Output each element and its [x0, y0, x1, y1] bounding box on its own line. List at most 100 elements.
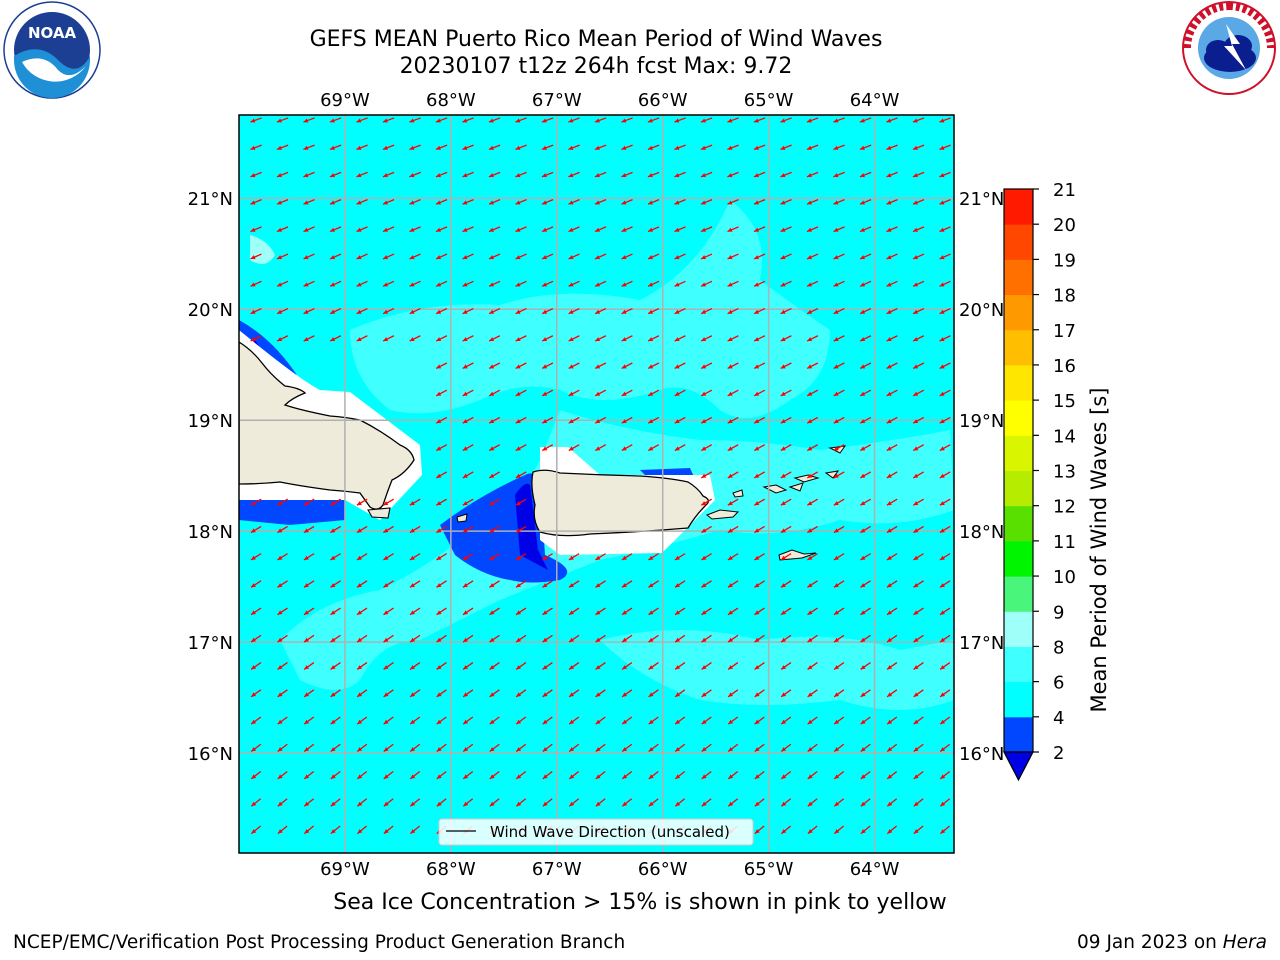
- lon-label-top: 68°W: [426, 90, 476, 111]
- wave-direction-arrow: [913, 634, 924, 643]
- wave-direction-arrow: [806, 416, 819, 424]
- wave-direction-arrow: [515, 335, 527, 342]
- lat-label-left: 20°N: [188, 300, 233, 321]
- wave-direction-arrow: [912, 471, 925, 479]
- wave-direction-arrow: [886, 389, 898, 397]
- wave-direction-arrow: [621, 580, 633, 588]
- lon-label-bottom: 68°W: [426, 859, 476, 880]
- wave-direction-arrow: [700, 389, 713, 397]
- wave-direction-arrow: [621, 199, 633, 205]
- wave-direction-arrow: [727, 444, 739, 452]
- wave-direction-arrow: [383, 798, 394, 807]
- wave-direction-arrow: [753, 416, 766, 424]
- wave-direction-arrow: [886, 280, 898, 287]
- lat-label-left: 17°N: [188, 633, 233, 654]
- wave-direction-arrow: [859, 416, 872, 424]
- wave-direction-arrow: [515, 117, 527, 123]
- wave-direction-arrow: [250, 771, 262, 780]
- wave-direction-arrow: [330, 662, 341, 670]
- wave-direction-arrow: [754, 580, 765, 588]
- wave-direction-arrow: [621, 634, 633, 643]
- wave-direction-arrow: [674, 171, 686, 178]
- colorbar-swatch: [1004, 646, 1033, 683]
- wave-direction-arrow: [753, 389, 766, 397]
- wave-direction-arrow: [701, 607, 712, 616]
- wave-direction-arrow: [621, 689, 633, 698]
- wave-direction-arrow: [356, 307, 368, 315]
- wave-direction-arrow: [409, 716, 421, 725]
- wave-direction-arrow: [303, 689, 315, 698]
- wave-direction-arrow: [488, 253, 501, 260]
- wave-direction-arrow: [886, 771, 898, 780]
- wave-direction-arrow: [356, 825, 368, 835]
- colorbar-swatch: [1004, 400, 1033, 436]
- wave-direction-arrow: [383, 498, 394, 506]
- wave-direction-arrow: [780, 280, 792, 287]
- latitude-labels-right: 21°N 20°N 19°N 18°N 17°N 16°N: [959, 189, 1004, 765]
- wave-direction-arrow: [727, 307, 739, 315]
- wave-direction-arrow: [356, 117, 368, 123]
- wave-direction-arrow: [860, 580, 871, 588]
- wave-direction-arrow: [674, 580, 686, 588]
- wave-direction-arrow: [727, 335, 739, 342]
- wave-direction-arrow: [594, 199, 607, 205]
- wave-direction-arrow: [330, 498, 341, 506]
- wave-direction-arrow: [303, 825, 315, 835]
- wave-direction-arrow: [753, 171, 766, 178]
- wave-direction-arrow: [250, 743, 262, 753]
- wave-direction-arrow: [250, 171, 262, 178]
- wave-direction-arrow: [833, 117, 845, 123]
- wave-direction-arrow: [595, 607, 606, 616]
- wave-direction-arrow: [462, 199, 474, 205]
- wave-direction-arrow: [356, 553, 368, 561]
- wave-direction-arrow: [568, 362, 580, 369]
- wave-direction-arrow: [939, 171, 951, 178]
- wave-direction-arrow: [674, 689, 686, 698]
- wave-direction-arrow: [277, 607, 288, 616]
- wave-direction-arrow: [568, 171, 580, 178]
- wave-direction-arrow: [409, 199, 421, 205]
- wave-direction-arrow: [356, 716, 368, 725]
- wave-direction-arrow: [409, 280, 421, 287]
- wave-direction-arrow: [912, 117, 925, 123]
- wave-direction-arrow: [515, 743, 527, 753]
- wave-direction-arrow: [621, 553, 633, 561]
- wave-direction-arrow: [594, 226, 607, 233]
- wave-direction-arrow: [780, 716, 792, 725]
- wave-direction-arrow: [277, 771, 288, 780]
- wave-direction-arrow: [648, 607, 659, 616]
- wave-direction-arrow: [515, 226, 527, 233]
- wave-direction-arrow: [727, 416, 739, 424]
- wave-direction-arrow: [754, 498, 765, 506]
- wave-direction-arrow: [382, 280, 395, 287]
- wave-direction-arrow: [886, 553, 898, 561]
- wave-direction-arrow: [913, 662, 924, 670]
- wave-direction-arrow: [833, 471, 845, 479]
- wave-direction-arrow: [303, 771, 315, 780]
- wave-direction-arrow: [621, 362, 633, 369]
- colorbar-tick-label: 10: [1053, 567, 1076, 588]
- wave-direction-arrow: [860, 716, 871, 725]
- wave-direction-arrow: [939, 634, 951, 643]
- footer-date: 09 Jan 2023 on Hera: [1077, 932, 1267, 953]
- wave-direction-arrow: [913, 771, 924, 780]
- wave-direction-arrow: [383, 634, 394, 643]
- wave-direction-arrow: [860, 553, 871, 561]
- period-contour-2-4-south: [239, 500, 345, 525]
- wave-direction-arrow: [330, 580, 341, 588]
- wave-direction-arrow: [859, 444, 872, 452]
- chart-subtitle-forecast: 20230107 t12z 264h fcst Max: 9.72: [399, 54, 793, 79]
- lon-label-top: 69°W: [320, 90, 370, 111]
- colorbar-swatch: [1004, 470, 1033, 507]
- wave-direction-arrow: [939, 280, 951, 287]
- footer-branch: NCEP/EMC/Verification Post Processing Pr…: [13, 932, 626, 953]
- wave-direction-arrow: [621, 607, 633, 616]
- wave-direction-arrow: [568, 634, 580, 643]
- latitude-labels-left: 21°N 20°N 19°N 18°N 17°N 16°N: [188, 189, 233, 765]
- colorbar-tick-label: 6: [1053, 673, 1064, 694]
- wave-direction-arrow: [250, 280, 262, 287]
- wave-direction-arrow: [754, 716, 765, 725]
- wave-direction-arrow: [939, 144, 951, 151]
- wave-direction-arrow: [939, 471, 951, 479]
- noaa-logo-text: NOAA: [28, 24, 77, 42]
